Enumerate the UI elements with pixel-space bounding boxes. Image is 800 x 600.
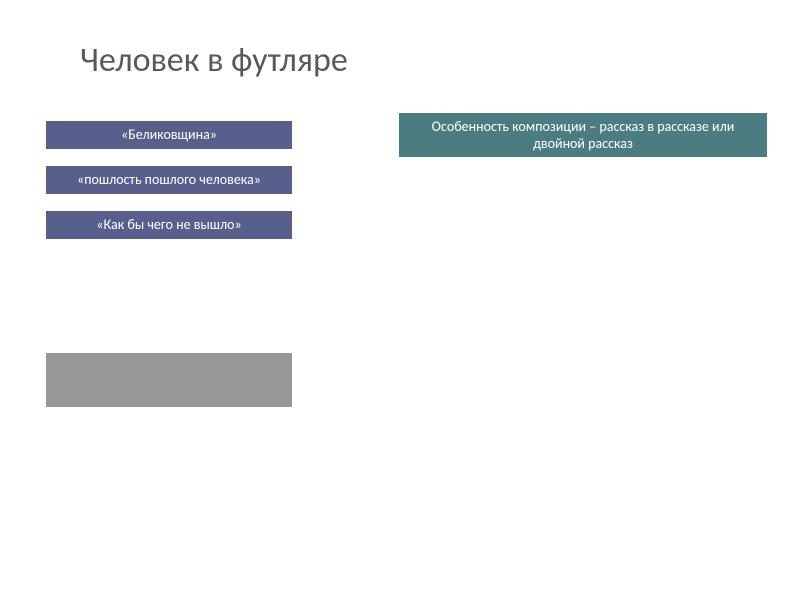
empty-box-text [159, 376, 179, 384]
quote-box-kak-by: «Как бы чего не вышло» [45, 210, 293, 240]
quote-box-belikovshchina: «Беликовщина» [45, 120, 293, 150]
empty-box [45, 352, 293, 408]
slide: Человек в футляре «Беликовщина» «пошлост… [0, 0, 800, 600]
quote-text: «пошлость пошлого человека» [67, 167, 271, 193]
quote-box-poshlost: «пошлость пошлого человека» [45, 165, 293, 195]
quote-text: «Как бы чего не вышло» [86, 212, 251, 238]
composition-note-box: Особенность композиции – рассказ в расск… [398, 112, 768, 158]
slide-title: Человек в футляре [80, 40, 600, 88]
quote-text: «Беликовщина» [111, 122, 227, 148]
composition-note-text: Особенность композиции – рассказ в расск… [399, 114, 767, 157]
